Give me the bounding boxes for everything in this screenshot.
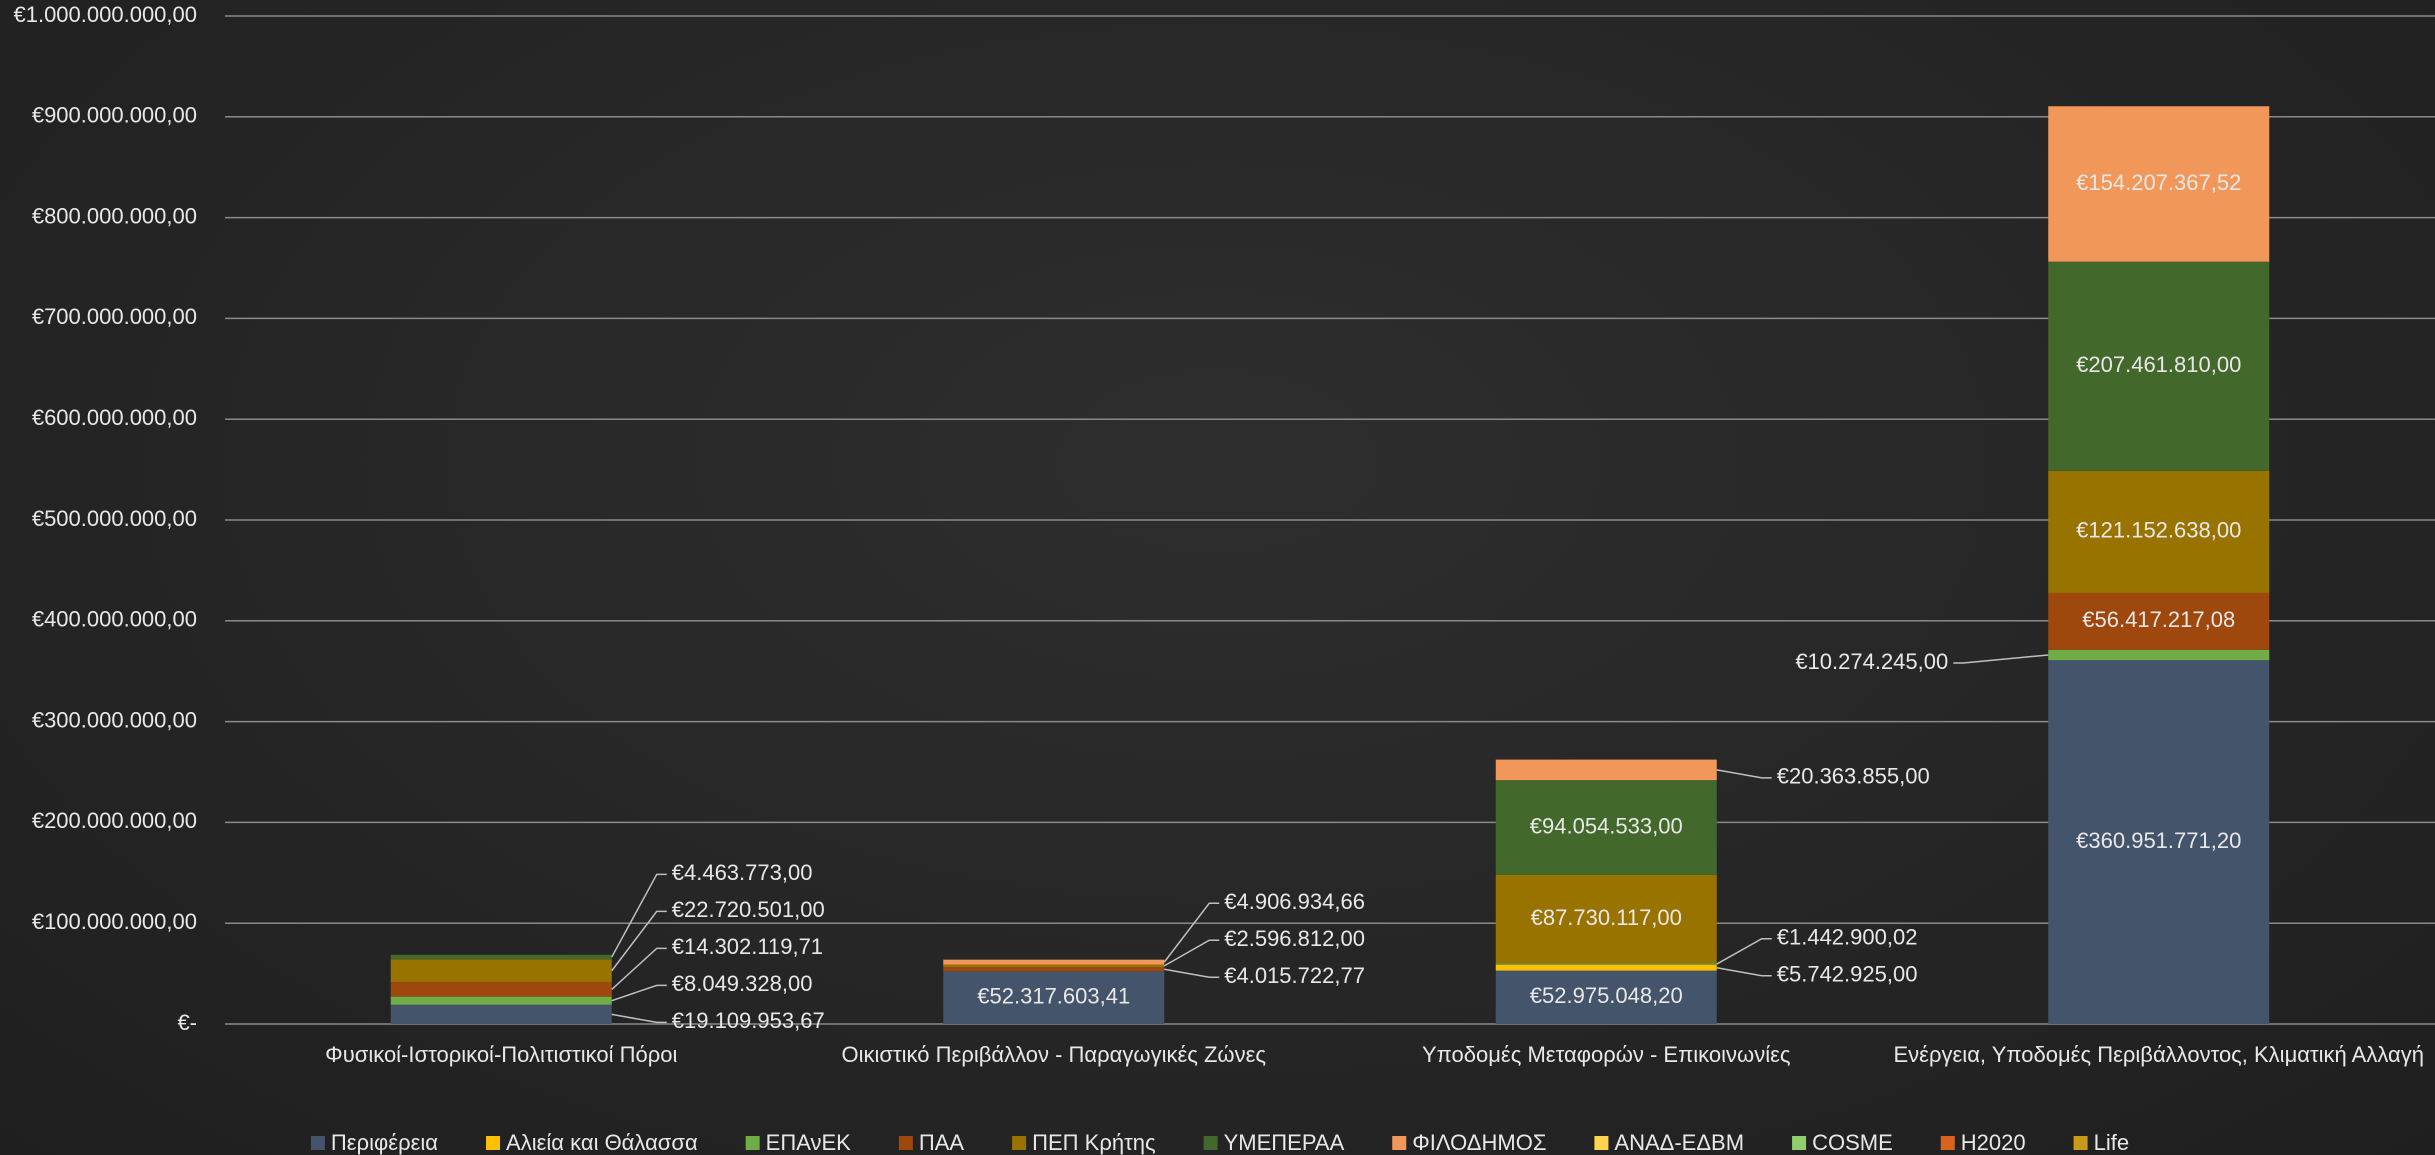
bar-segment	[2048, 649, 2270, 661]
legend-label: Περιφέρεια	[331, 1130, 438, 1155]
legend-label: ΑΝΑΔ-ΕΔΒΜ	[1614, 1130, 1744, 1155]
legend-swatch	[745, 1136, 760, 1150]
y-tick-label: €300.000.000,00	[32, 707, 197, 732]
data-label: €207.461.810,00	[2076, 352, 2241, 377]
y-tick-label: €-	[177, 1010, 197, 1035]
leader-line	[1716, 966, 1772, 977]
x-tick-label: Οικιστικό Περιβάλλον - Παραγωγικές Ζώνες	[842, 1042, 1267, 1067]
bar-segment	[943, 959, 1165, 965]
bar-segment	[1495, 970, 1717, 1024]
y-tick-label: €500.000.000,00	[32, 506, 197, 531]
data-label: €4.463.773,00	[672, 860, 813, 885]
bar-segment	[2048, 470, 2270, 593]
y-tick-label: €700.000.000,00	[32, 304, 197, 329]
bar-segment	[390, 982, 612, 997]
bar-segment	[390, 996, 612, 1005]
data-label: €56.417.217,08	[2082, 607, 2235, 632]
legend-label: ΥΜΕΠΕΡΑΑ	[1224, 1130, 1345, 1155]
legend-label: ΠΑΑ	[919, 1130, 965, 1155]
legend-label: H2020	[1961, 1130, 2026, 1155]
leader-line	[1716, 769, 1772, 779]
legend-swatch	[310, 1136, 325, 1150]
y-tick-label: €800.000.000,00	[32, 203, 197, 228]
legend-label: Αλιεία και Θάλασσα	[506, 1130, 698, 1155]
legend-swatch	[486, 1136, 501, 1150]
bar-segment	[1495, 780, 1717, 875]
data-label: €94.054.533,00	[1530, 813, 1683, 838]
leader-line	[611, 873, 667, 958]
leader-line	[611, 947, 667, 990]
bar-segment	[390, 954, 612, 960]
legend-label: ΦΙΛΟΔΗΜΟΣ	[1412, 1130, 1546, 1155]
data-label: €19.109.953,67	[672, 1008, 825, 1033]
legend-swatch	[1940, 1136, 1955, 1150]
legend-label: Life	[2094, 1130, 2129, 1155]
y-tick-label: €100.000.000,00	[32, 909, 197, 934]
bar-segment	[2048, 660, 2270, 1024]
bar-segment	[390, 1004, 612, 1024]
y-tick-label: €600.000.000,00	[32, 405, 197, 430]
legend-swatch	[1792, 1136, 1807, 1150]
bar-segment	[390, 959, 612, 983]
y-tick-label: €1.000.000.000,00	[13, 2, 197, 27]
legend-swatch	[1012, 1136, 1027, 1150]
y-tick-label: €200.000.000,00	[32, 808, 197, 833]
legend-swatch	[898, 1136, 913, 1150]
leader-line	[611, 984, 667, 1002]
leader-line	[1163, 902, 1220, 963]
legend-label: COSME	[1812, 1130, 1893, 1155]
leader-line	[611, 910, 667, 972]
data-label: €87.730.117,00	[1531, 905, 1682, 930]
data-label: €2.596.812,00	[1224, 926, 1365, 951]
data-label: €4.906.934,66	[1224, 889, 1365, 914]
data-label: €154.207.367,52	[2076, 170, 2241, 195]
data-label: €360.951.771,20	[2076, 828, 2241, 853]
data-label: €20.363.855,00	[1777, 764, 1930, 789]
bar-segment	[943, 971, 1165, 1024]
bar-segment	[1495, 963, 1717, 965]
data-label: €10.274.245,00	[1795, 649, 1948, 674]
bar-segment	[1495, 759, 1717, 781]
bar-segment	[2048, 261, 2270, 471]
leader-line	[611, 1013, 667, 1024]
data-label: €1.442.900,02	[1777, 925, 1918, 950]
legend-swatch	[1594, 1136, 1609, 1150]
bar-segment	[943, 964, 1165, 968]
bar-segment	[2048, 106, 2270, 262]
legend-label: ΠΕΠ Κρήτης	[1032, 1130, 1156, 1155]
bar-segment	[1495, 964, 1717, 971]
x-tick-label: Υποδομές Μεταφορών - Επικοινωνίες	[1422, 1042, 1791, 1067]
x-tick-label: Ενέργεια, Υποδομές Περιβάλλοντος, Κλιματ…	[1894, 1042, 2424, 1067]
data-label: €14.302.119,71	[672, 934, 823, 959]
data-label: €52.317.603,41	[977, 983, 1130, 1008]
bar-segment	[943, 967, 1165, 972]
legend-swatch	[1392, 1136, 1407, 1150]
data-label: €4.015.722,77	[1224, 963, 1365, 988]
x-tick-label: Φυσικοί-Ιστορικοί-Πολιτιστικοί Πόροι	[325, 1042, 677, 1067]
leader-line	[1163, 939, 1220, 967]
legend-swatch	[2073, 1136, 2088, 1150]
leader-line	[1953, 654, 2049, 664]
legend-swatch	[1203, 1136, 1218, 1150]
bar-segment	[2048, 592, 2270, 650]
leader-line	[1164, 968, 1220, 978]
leader-line	[1716, 937, 1772, 965]
data-label: €5.742.925,00	[1777, 962, 1918, 987]
y-tick-label: €900.000.000,00	[32, 103, 197, 128]
bar-segment	[1495, 874, 1717, 964]
data-label: €8.049.328,00	[672, 971, 813, 996]
y-tick-label: €400.000.000,00	[32, 607, 197, 632]
data-label: €22.720.501,00	[672, 897, 825, 922]
legend-label: ΕΠΑνΕΚ	[766, 1130, 852, 1155]
data-label: €52.975.048,20	[1530, 983, 1683, 1008]
data-label: €121.152.638,00	[2076, 518, 2241, 543]
